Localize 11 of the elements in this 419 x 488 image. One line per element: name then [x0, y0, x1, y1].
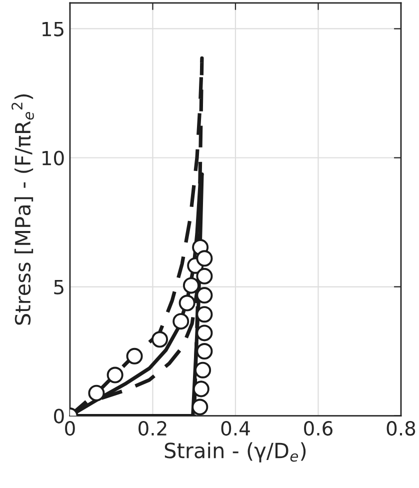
x-tick-label: 0.4: [221, 420, 250, 436]
x-tick-label: 0.2: [138, 420, 166, 436]
y-axis-title: Stress [MPa] - (F/πR$_{e}$$^{2}$): [12, 94, 34, 325]
y-tick-label: 5: [54, 280, 64, 294]
y-tick-label: 0: [54, 408, 64, 424]
x-tick-label: 0.8: [386, 420, 416, 436]
x-axis-title: Strain - (γ/D$_{e}$): [164, 442, 306, 462]
x-tick-label: 0: [65, 420, 75, 436]
y-tick-label: 10: [42, 150, 64, 166]
x-tick-label: 0.6: [304, 420, 332, 436]
y-tick-label: 15: [42, 22, 64, 36]
